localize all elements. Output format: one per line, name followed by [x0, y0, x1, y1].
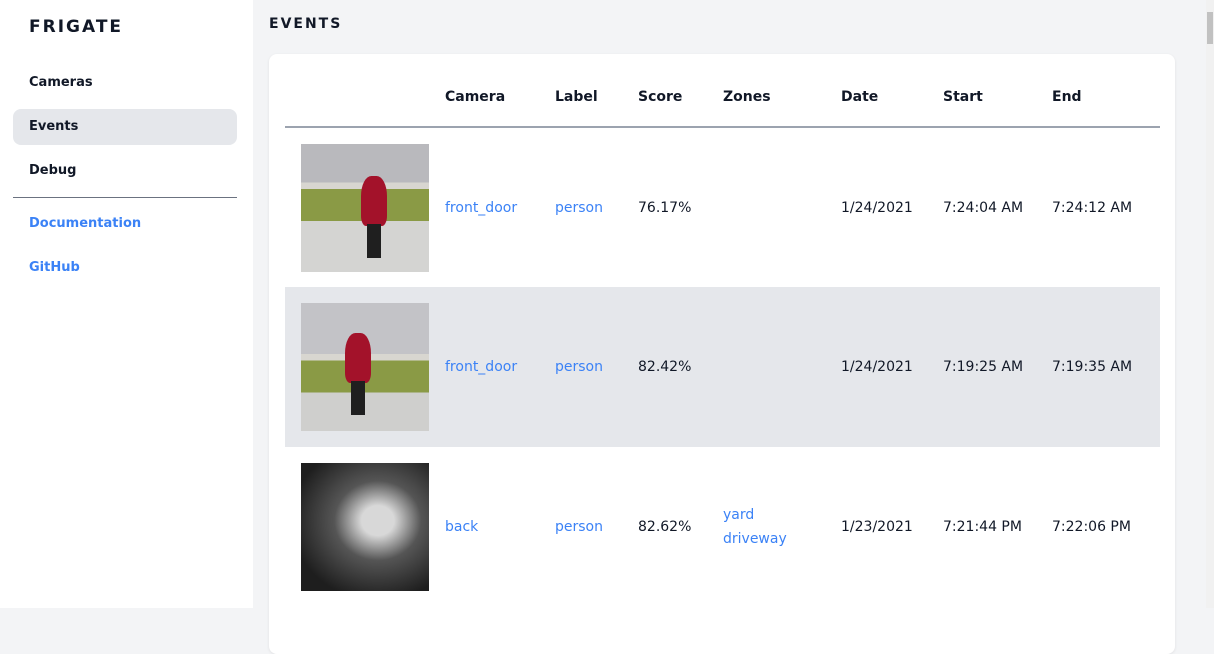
- app-logo[interactable]: FRIGATE: [29, 17, 124, 37]
- label-link[interactable]: person: [555, 359, 603, 375]
- header-start: Start: [943, 54, 1052, 128]
- nav-events[interactable]: Events: [13, 109, 237, 145]
- label-link[interactable]: person: [555, 519, 603, 535]
- nav-debug[interactable]: Debug: [29, 163, 77, 178]
- event-thumbnail[interactable]: [301, 303, 429, 431]
- table-row[interactable]: front_door person 82.42% 1/24/2021 7:19:…: [285, 287, 1160, 447]
- score: 76.17%: [638, 199, 692, 216]
- sidebar-divider: [13, 197, 237, 198]
- camera-link[interactable]: front_door: [445, 199, 518, 216]
- page-title: EVENTS: [269, 16, 343, 32]
- score: 82.42%: [638, 287, 723, 447]
- zone-link[interactable]: yard: [723, 507, 755, 523]
- zone-link[interactable]: driveway: [723, 531, 787, 547]
- scrollbar-thumb[interactable]: [1207, 12, 1213, 44]
- table-row[interactable]: front_door person 76.17% 1/24/2021 7:24:…: [285, 127, 1160, 287]
- start-time: 7:21:44 PM: [943, 519, 1022, 535]
- header-camera: Camera: [445, 54, 555, 128]
- date: 1/24/2021: [841, 287, 943, 447]
- date: 1/24/2021: [841, 199, 913, 216]
- label-link[interactable]: person: [555, 199, 603, 216]
- link-github[interactable]: GitHub: [29, 260, 80, 275]
- camera-link[interactable]: front_door: [445, 359, 518, 375]
- table-row[interactable]: back person 82.62% yard driveway 1/23/202…: [285, 447, 1160, 607]
- date: 1/23/2021: [841, 519, 913, 535]
- sidebar: FRIGATE Cameras Events Debug Documentati…: [0, 0, 253, 608]
- end-time: 7:19:35 AM: [1052, 287, 1160, 447]
- table-header: Camera Label Score Zones Date Start End: [285, 54, 1160, 128]
- start-time: 7:24:04 AM: [943, 199, 1024, 216]
- header-end: End: [1052, 54, 1160, 128]
- camera-link[interactable]: back: [445, 519, 479, 535]
- nav-cameras[interactable]: Cameras: [29, 75, 93, 90]
- header-zones: Zones: [723, 54, 841, 128]
- event-thumbnail[interactable]: [301, 143, 429, 272]
- scrollbar[interactable]: [1206, 0, 1214, 608]
- start-time: 7:19:25 AM: [943, 287, 1052, 447]
- events-card: Camera Label Score Zones Date Start End …: [269, 54, 1175, 654]
- end-time: 7:24:12 AM: [1052, 199, 1133, 216]
- score: 82.62%: [638, 519, 692, 535]
- header-date: Date: [841, 54, 943, 128]
- events-table: Camera Label Score Zones Date Start End …: [285, 54, 1160, 607]
- header-label: Label: [555, 54, 638, 128]
- header-thumbnail: [285, 54, 445, 128]
- header-score: Score: [638, 54, 723, 128]
- end-time: 7:22:06 PM: [1052, 519, 1131, 535]
- link-documentation[interactable]: Documentation: [29, 216, 142, 231]
- event-thumbnail[interactable]: [301, 463, 429, 591]
